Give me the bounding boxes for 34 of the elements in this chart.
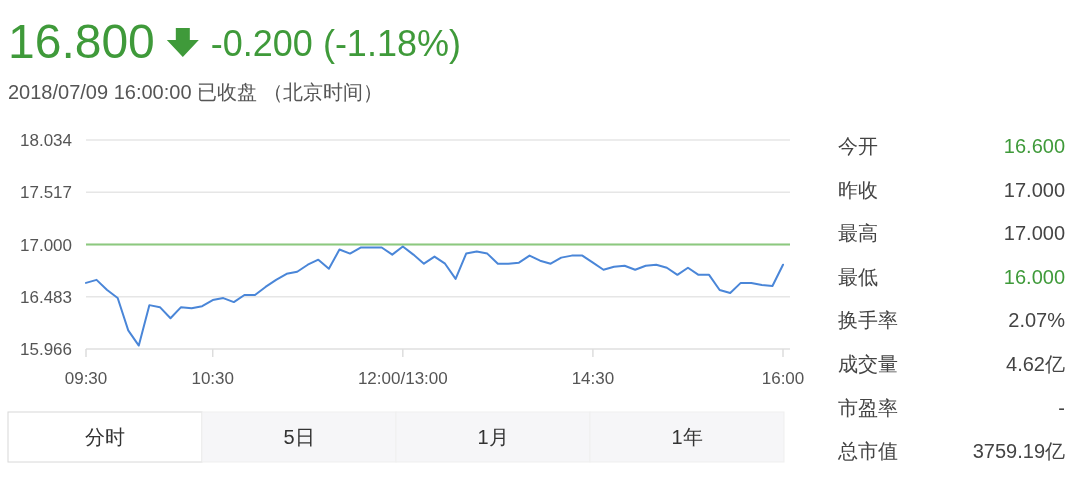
text: 2.07%: [1008, 309, 1065, 332]
category-label: 成交量: [838, 353, 898, 375]
y-tick-label: 16.483: [20, 287, 72, 307]
category-label: 换手率: [838, 309, 898, 332]
chart-subtitle: 2018/07/09 16:00:00 已收盘 （北京时间）: [8, 81, 383, 103]
x-tick-label: 12:00/13:00: [357, 369, 448, 388]
y-tick-label: 17.517: [20, 183, 72, 203]
category-label: 昨收: [838, 178, 878, 201]
text: 分时: [85, 426, 125, 448]
text: -: [1058, 396, 1065, 419]
y-tick-label: 18.034: [20, 131, 72, 150]
text: 17.000: [1003, 222, 1065, 245]
y-tick-label: 15.966: [20, 340, 72, 359]
text: 4.62亿: [1006, 353, 1065, 375]
x-tick-label: 10:30: [191, 369, 234, 388]
title: 16.800: [8, 15, 155, 68]
x-tick-label: 16:00: [761, 369, 805, 388]
text: 5日: [283, 426, 315, 448]
text: 1年: [671, 426, 703, 448]
text: 3759.19亿: [972, 440, 1065, 463]
text: 17.000: [1003, 178, 1065, 201]
x-tick-label: 09:30: [64, 369, 108, 388]
category-label: 市盈率: [838, 396, 898, 419]
text: 16.000: [1003, 265, 1065, 288]
category-label: 总市值: [837, 440, 898, 463]
line-series: [85, 245, 784, 347]
y-tick-label: 17.000: [20, 235, 72, 255]
category-label: 最高: [838, 222, 878, 245]
text: 1月: [477, 426, 509, 448]
category-label: 今开: [838, 135, 878, 157]
text: -0.200 (-1.18%): [210, 23, 461, 64]
category-label: 最低: [838, 265, 878, 288]
text: 16.600: [1003, 135, 1065, 157]
x-tick-label: 14:30: [571, 369, 615, 388]
